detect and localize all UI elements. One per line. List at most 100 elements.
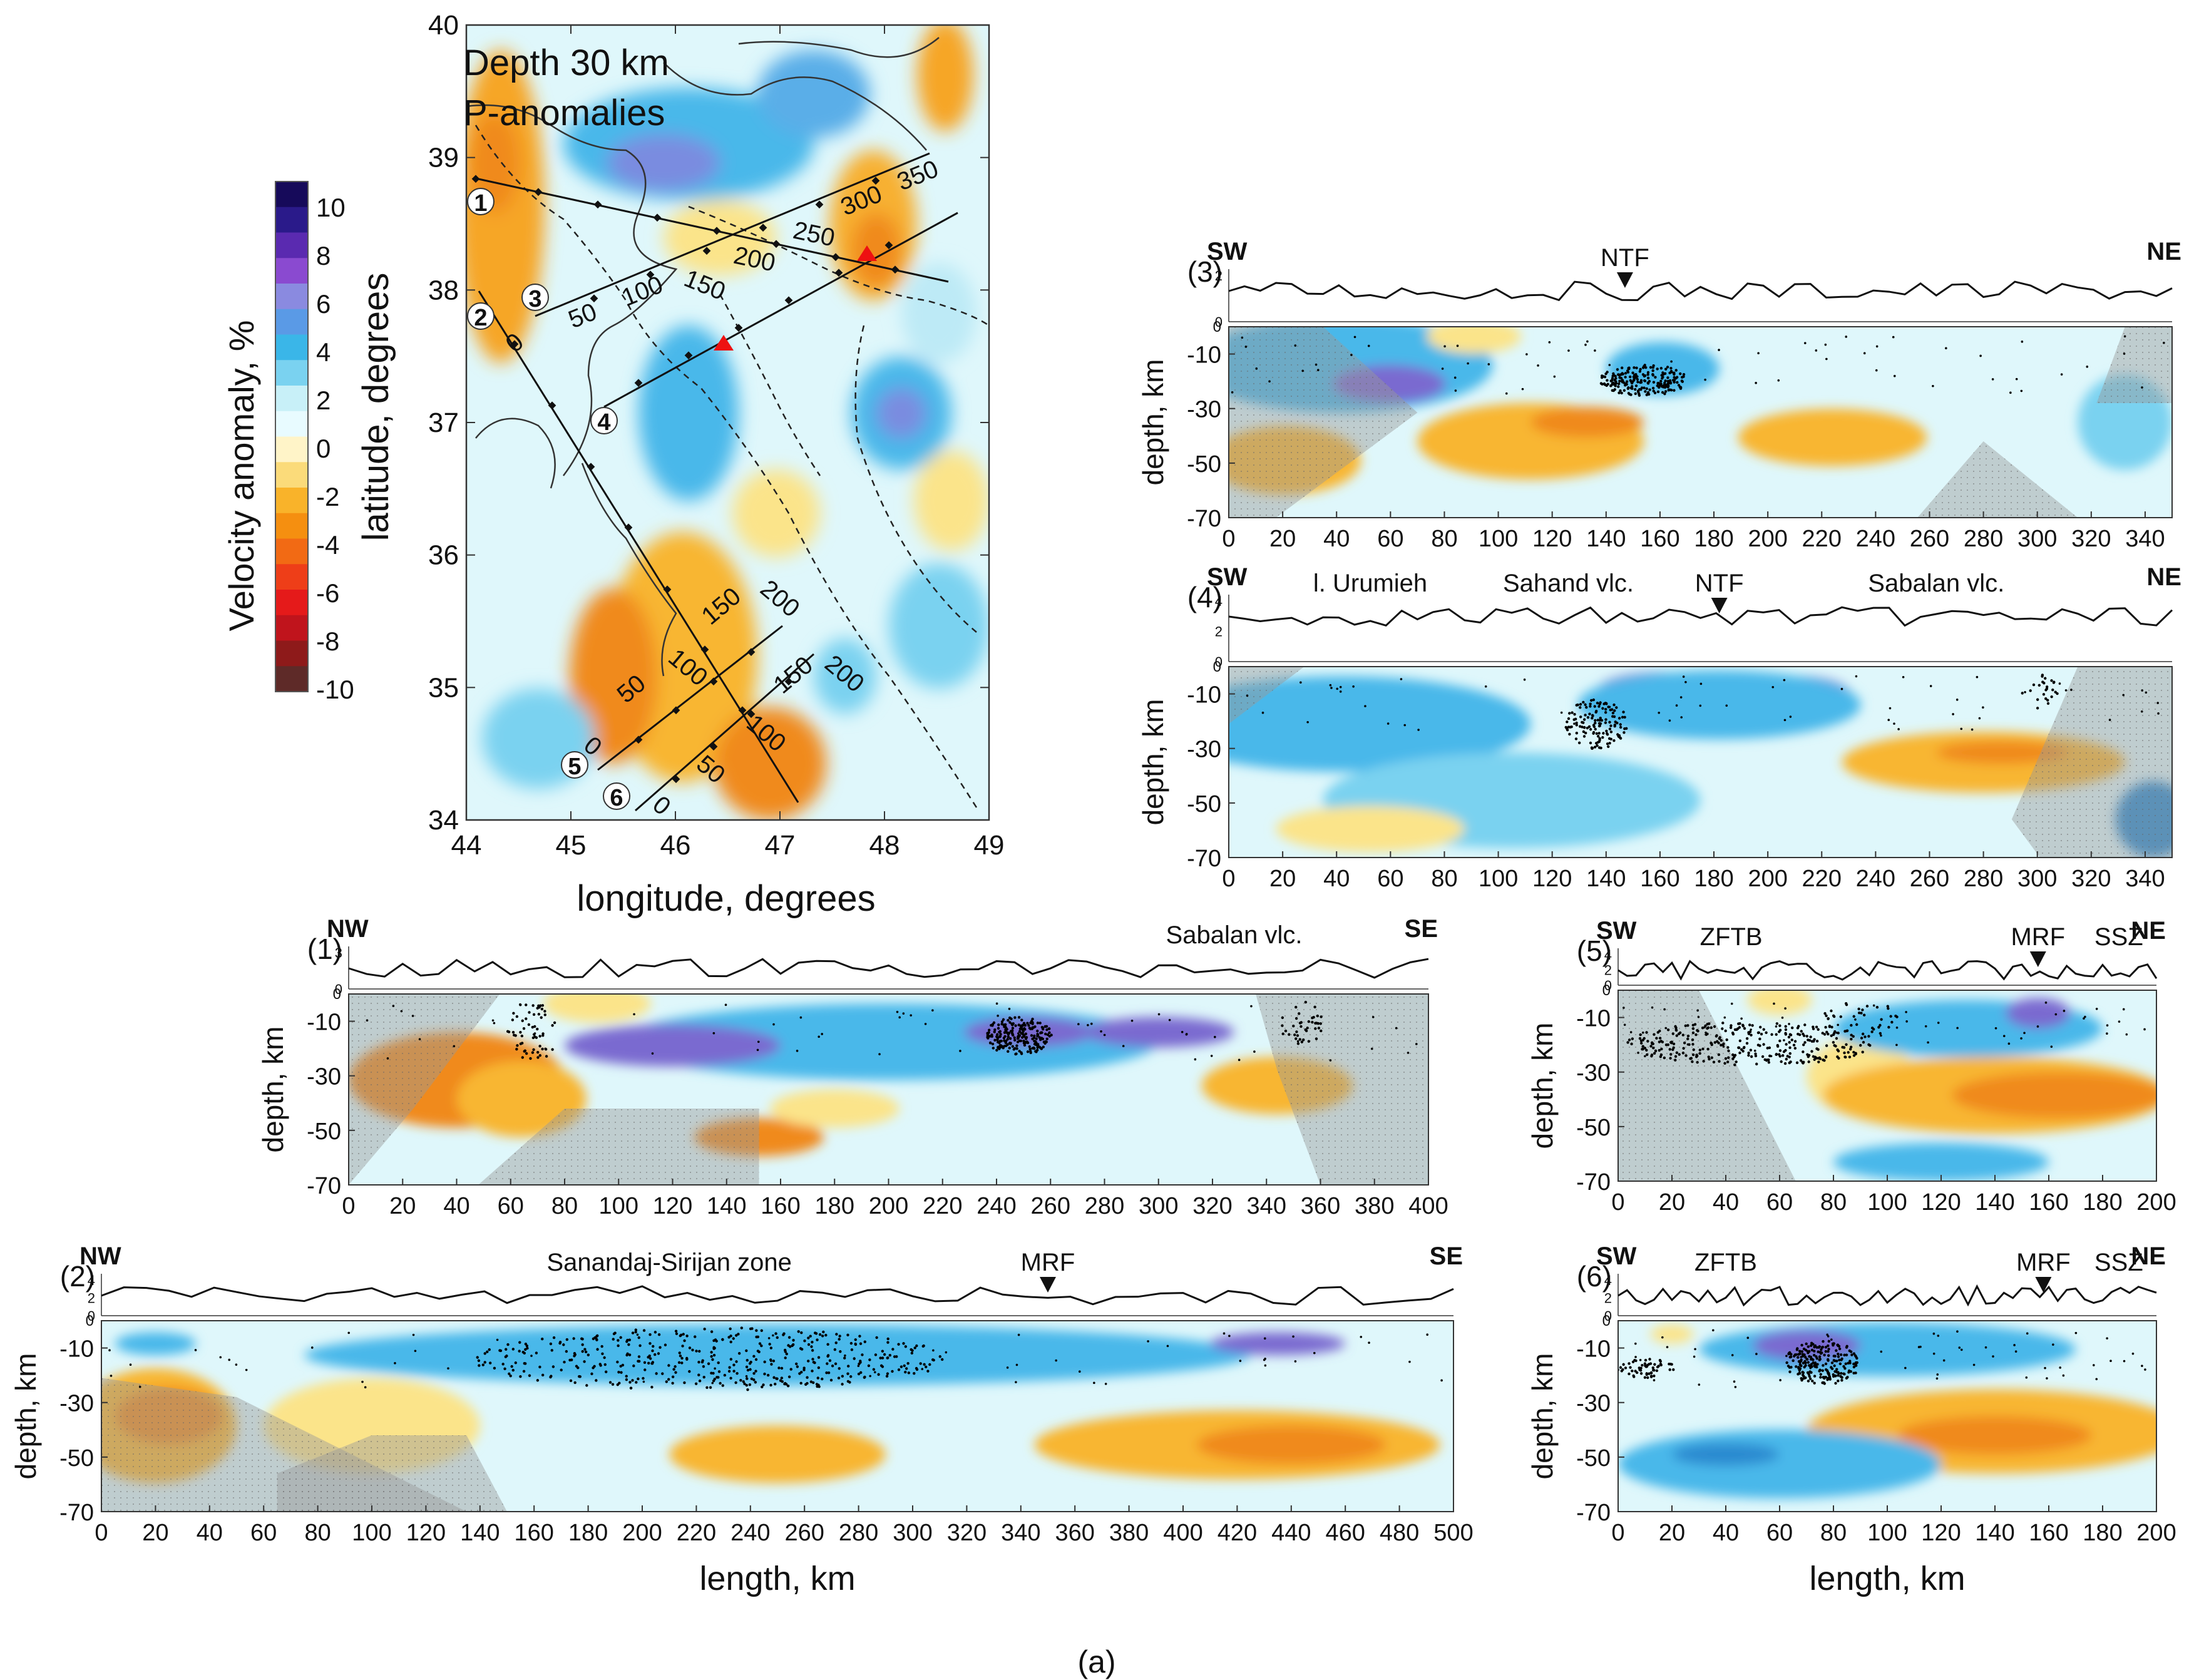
length-tick-label: 80 (1431, 866, 1457, 892)
feature-label: SSZ (2094, 923, 2143, 951)
length-tick-label: 60 (250, 1520, 277, 1546)
feature-label: Sabalan vlc. (1868, 570, 2004, 597)
colorbar-swatch (275, 513, 308, 540)
depth-map: Depth 30 km P-anomalies 44 45 46 47 48 494039… (356, 10, 1004, 919)
colorbar-tick-label: -4 (316, 530, 339, 560)
earthquake-hypocenters (1622, 1001, 2146, 1067)
colorbar-tick-label: 0 (316, 434, 331, 463)
colorbar-swatch (275, 590, 308, 616)
topo-tick-label: 2 (88, 1291, 95, 1306)
earthquake-hypocenters (1246, 674, 2160, 750)
depth-tick-label: 0 (1602, 1313, 1611, 1329)
depth-tick-label: -70 (1576, 1169, 1611, 1196)
svg-text:3: 3 (528, 286, 541, 312)
earthquake-hypocenters (366, 1000, 1418, 1062)
length-tick-label: 140 (1586, 526, 1626, 552)
length-tick-label: 220 (1802, 866, 1842, 892)
depth-tick-label: -50 (1187, 451, 1221, 478)
section-anomaly-field (1229, 327, 2172, 518)
topo-tick-label: 4 (1604, 947, 1612, 963)
length-tick-label: 320 (947, 1520, 987, 1546)
length-tick-label: 0 (1222, 526, 1235, 552)
length-tick-label: 60 (1377, 866, 1403, 892)
volcano-marker-sabalan (857, 245, 877, 261)
depth-tick-label: -10 (307, 1010, 341, 1036)
length-tick-label: 200 (2136, 1189, 2176, 1216)
section-anomaly-field (349, 994, 1428, 1185)
length-tick-label: 200 (869, 1193, 908, 1219)
length-tick-label: 220 (1802, 526, 1842, 552)
length-tick-label: 200 (1748, 526, 1787, 552)
map-anomaly-field (466, 25, 989, 820)
length-tick-label: 60 (1766, 1520, 1793, 1546)
length-tick-label: 100 (1479, 526, 1518, 552)
section-anomaly-field (1229, 667, 2172, 858)
volcano-marker-sahand (714, 335, 734, 351)
depth-tick-label: -70 (1576, 1500, 1611, 1526)
length-tick-label: 160 (2029, 1189, 2068, 1216)
section-left-direction: SW (1207, 563, 1248, 591)
length-tick-label: 180 (2083, 1189, 2122, 1216)
length-tick-label: 440 (1271, 1520, 1311, 1546)
length-tick-label: 420 (1217, 1520, 1257, 1546)
section-ylabel: depth, km (1137, 699, 1169, 826)
svg-text:1: 1 (474, 190, 487, 217)
length-tick-label: 120 (406, 1520, 446, 1546)
length-tick-label: 160 (1640, 866, 1679, 892)
length-tick-label: 340 (1001, 1520, 1040, 1546)
length-tick-label: 400 (1408, 1193, 1448, 1219)
colorbar-swatch (275, 640, 308, 667)
depth-tick-label: -10 (59, 1336, 94, 1363)
length-tick-label: 120 (1921, 1520, 1961, 1546)
depth-tick-label: -70 (307, 1173, 341, 1199)
depth-tick-label: 0 (1213, 658, 1221, 675)
low-resolution-mask (1917, 441, 2078, 518)
section-topography: 20 (1215, 268, 2173, 330)
length-tick-label: 140 (1975, 1520, 2014, 1546)
depth-tick-label: -10 (1187, 682, 1221, 709)
length-tick-label: 40 (1323, 866, 1350, 892)
section-2: 420(4)SW NEl. Urumieh Sahand vlc. NTF Sabala… (1137, 563, 2181, 892)
length-tick-label: 240 (1856, 526, 1895, 552)
length-tick-label: 0 (342, 1193, 355, 1219)
depth-tick-label: 0 (1213, 319, 1221, 335)
svg-text:2: 2 (474, 305, 487, 331)
length-tick-label: 400 (1163, 1520, 1202, 1546)
feature-label: ZFTB (1700, 923, 1763, 951)
length-tick-label: 300 (2017, 526, 2057, 552)
low-resolution-mask (1618, 990, 1796, 1181)
fault-marker (1711, 598, 1728, 613)
length-tick-label: 280 (1085, 1193, 1124, 1219)
section-anomaly-field (1618, 1321, 2156, 1512)
colorbar-swatch (275, 386, 308, 412)
length-tick-label: 160 (2029, 1520, 2068, 1546)
length-tick-label: 460 (1325, 1520, 1365, 1546)
section-anomaly-field (101, 1321, 1453, 1512)
length-tick-label: 140 (707, 1193, 746, 1219)
length-tick-label: 340 (2125, 526, 2165, 552)
topo-tick-label: 0 (335, 981, 342, 997)
section-left-direction: NW (79, 1242, 121, 1270)
length-tick-label: 240 (1856, 866, 1895, 892)
section-right-direction: SE (1430, 1242, 1463, 1270)
length-tick-label: 20 (1269, 866, 1296, 892)
section-right-direction: SE (1405, 915, 1438, 943)
low-resolution-mask (478, 1109, 759, 1185)
section-topography: 4 2 0 (1215, 593, 2173, 670)
section-xlabel: length, km (1809, 1560, 1965, 1597)
length-tick-label: 120 (1532, 526, 1572, 552)
earthquake-hypocenters (1618, 1329, 2146, 1388)
length-tick-label: 200 (622, 1520, 662, 1546)
map-ytick-label: 35 (428, 672, 459, 703)
length-tick-label: 300 (2017, 866, 2057, 892)
length-tick-label: 340 (2125, 866, 2165, 892)
section-left-direction: NW (327, 915, 369, 943)
length-tick-label: 60 (1766, 1189, 1793, 1216)
map-ytick-label: 39 (428, 143, 459, 173)
section-ylabel: depth, km (1137, 359, 1169, 486)
topo-tick-label: 4 (1604, 1273, 1612, 1288)
feature-label: l. Urumieh (1313, 570, 1427, 597)
